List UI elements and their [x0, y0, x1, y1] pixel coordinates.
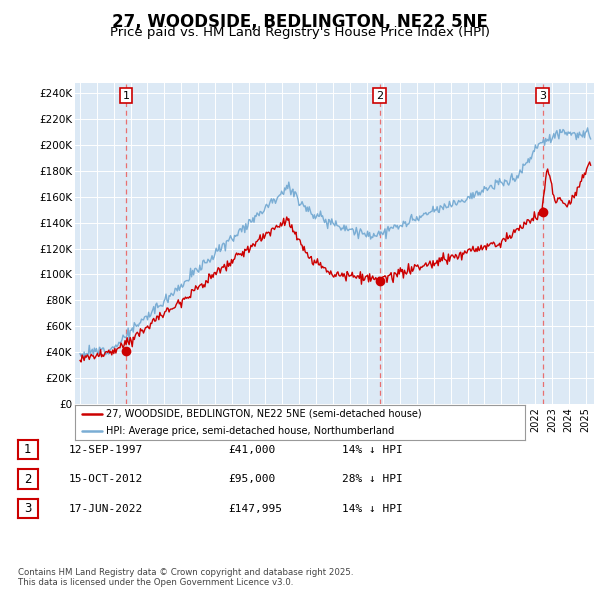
Text: 1: 1 — [24, 443, 32, 456]
Text: Contains HM Land Registry data © Crown copyright and database right 2025.
This d: Contains HM Land Registry data © Crown c… — [18, 568, 353, 587]
Text: 27, WOODSIDE, BEDLINGTON, NE22 5NE (semi-detached house): 27, WOODSIDE, BEDLINGTON, NE22 5NE (semi… — [107, 409, 422, 419]
Text: Price paid vs. HM Land Registry's House Price Index (HPI): Price paid vs. HM Land Registry's House … — [110, 26, 490, 39]
Text: 14% ↓ HPI: 14% ↓ HPI — [342, 445, 403, 454]
Text: 1: 1 — [122, 91, 130, 100]
Text: 12-SEP-1997: 12-SEP-1997 — [69, 445, 143, 454]
Text: 15-OCT-2012: 15-OCT-2012 — [69, 474, 143, 484]
Text: 3: 3 — [539, 91, 546, 100]
Text: 17-JUN-2022: 17-JUN-2022 — [69, 504, 143, 513]
Text: £95,000: £95,000 — [228, 474, 275, 484]
Text: HPI: Average price, semi-detached house, Northumberland: HPI: Average price, semi-detached house,… — [107, 426, 395, 436]
Text: 28% ↓ HPI: 28% ↓ HPI — [342, 474, 403, 484]
Text: 2: 2 — [24, 473, 32, 486]
Text: 3: 3 — [24, 502, 32, 515]
Text: 27, WOODSIDE, BEDLINGTON, NE22 5NE: 27, WOODSIDE, BEDLINGTON, NE22 5NE — [112, 13, 488, 31]
Text: 2: 2 — [376, 91, 383, 100]
Text: £147,995: £147,995 — [228, 504, 282, 513]
Text: £41,000: £41,000 — [228, 445, 275, 454]
Text: 14% ↓ HPI: 14% ↓ HPI — [342, 504, 403, 513]
